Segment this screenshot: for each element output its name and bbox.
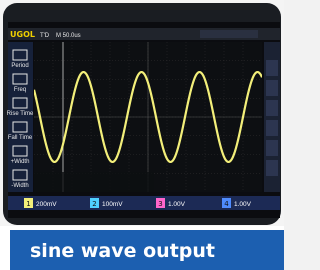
button bbox=[266, 100, 278, 116]
channel-number: 1 bbox=[26, 200, 30, 208]
brand: UGOL bbox=[10, 30, 35, 39]
button bbox=[266, 140, 278, 156]
channel-number: 3 bbox=[158, 200, 162, 208]
sidebar-label: Period bbox=[11, 63, 28, 69]
measurements bbox=[34, 172, 154, 192]
sidebar-label: -Width bbox=[11, 183, 28, 189]
channel-scale: 200mV bbox=[36, 201, 57, 208]
channel-scale: 1.00V bbox=[168, 201, 186, 208]
sidebar-label: Rise Time bbox=[7, 111, 34, 117]
channel-scale: 1.00V bbox=[234, 201, 252, 208]
button bbox=[266, 80, 278, 96]
sidebar-label: +Width bbox=[11, 159, 30, 165]
photo: UGOL T'D M 50.0us Period Freq Rise Time Fal… bbox=[0, 0, 284, 270]
button bbox=[266, 160, 278, 176]
memory-bar bbox=[200, 30, 258, 38]
button bbox=[266, 120, 278, 136]
channel-scale: 100mV bbox=[102, 201, 123, 208]
trigger-state: T'D bbox=[40, 33, 50, 39]
sidebar-label: Freq bbox=[14, 87, 26, 93]
button bbox=[266, 60, 278, 76]
timebase: M 50.0us bbox=[56, 33, 81, 39]
channel-number: 2 bbox=[92, 200, 96, 208]
caption: sine wave output bbox=[30, 240, 215, 262]
page: UGOL T'D M 50.0us Period Freq Rise Time Fal… bbox=[0, 0, 284, 270]
sidebar-label: Fall Time bbox=[8, 135, 33, 141]
channel-number: 4 bbox=[224, 200, 229, 208]
